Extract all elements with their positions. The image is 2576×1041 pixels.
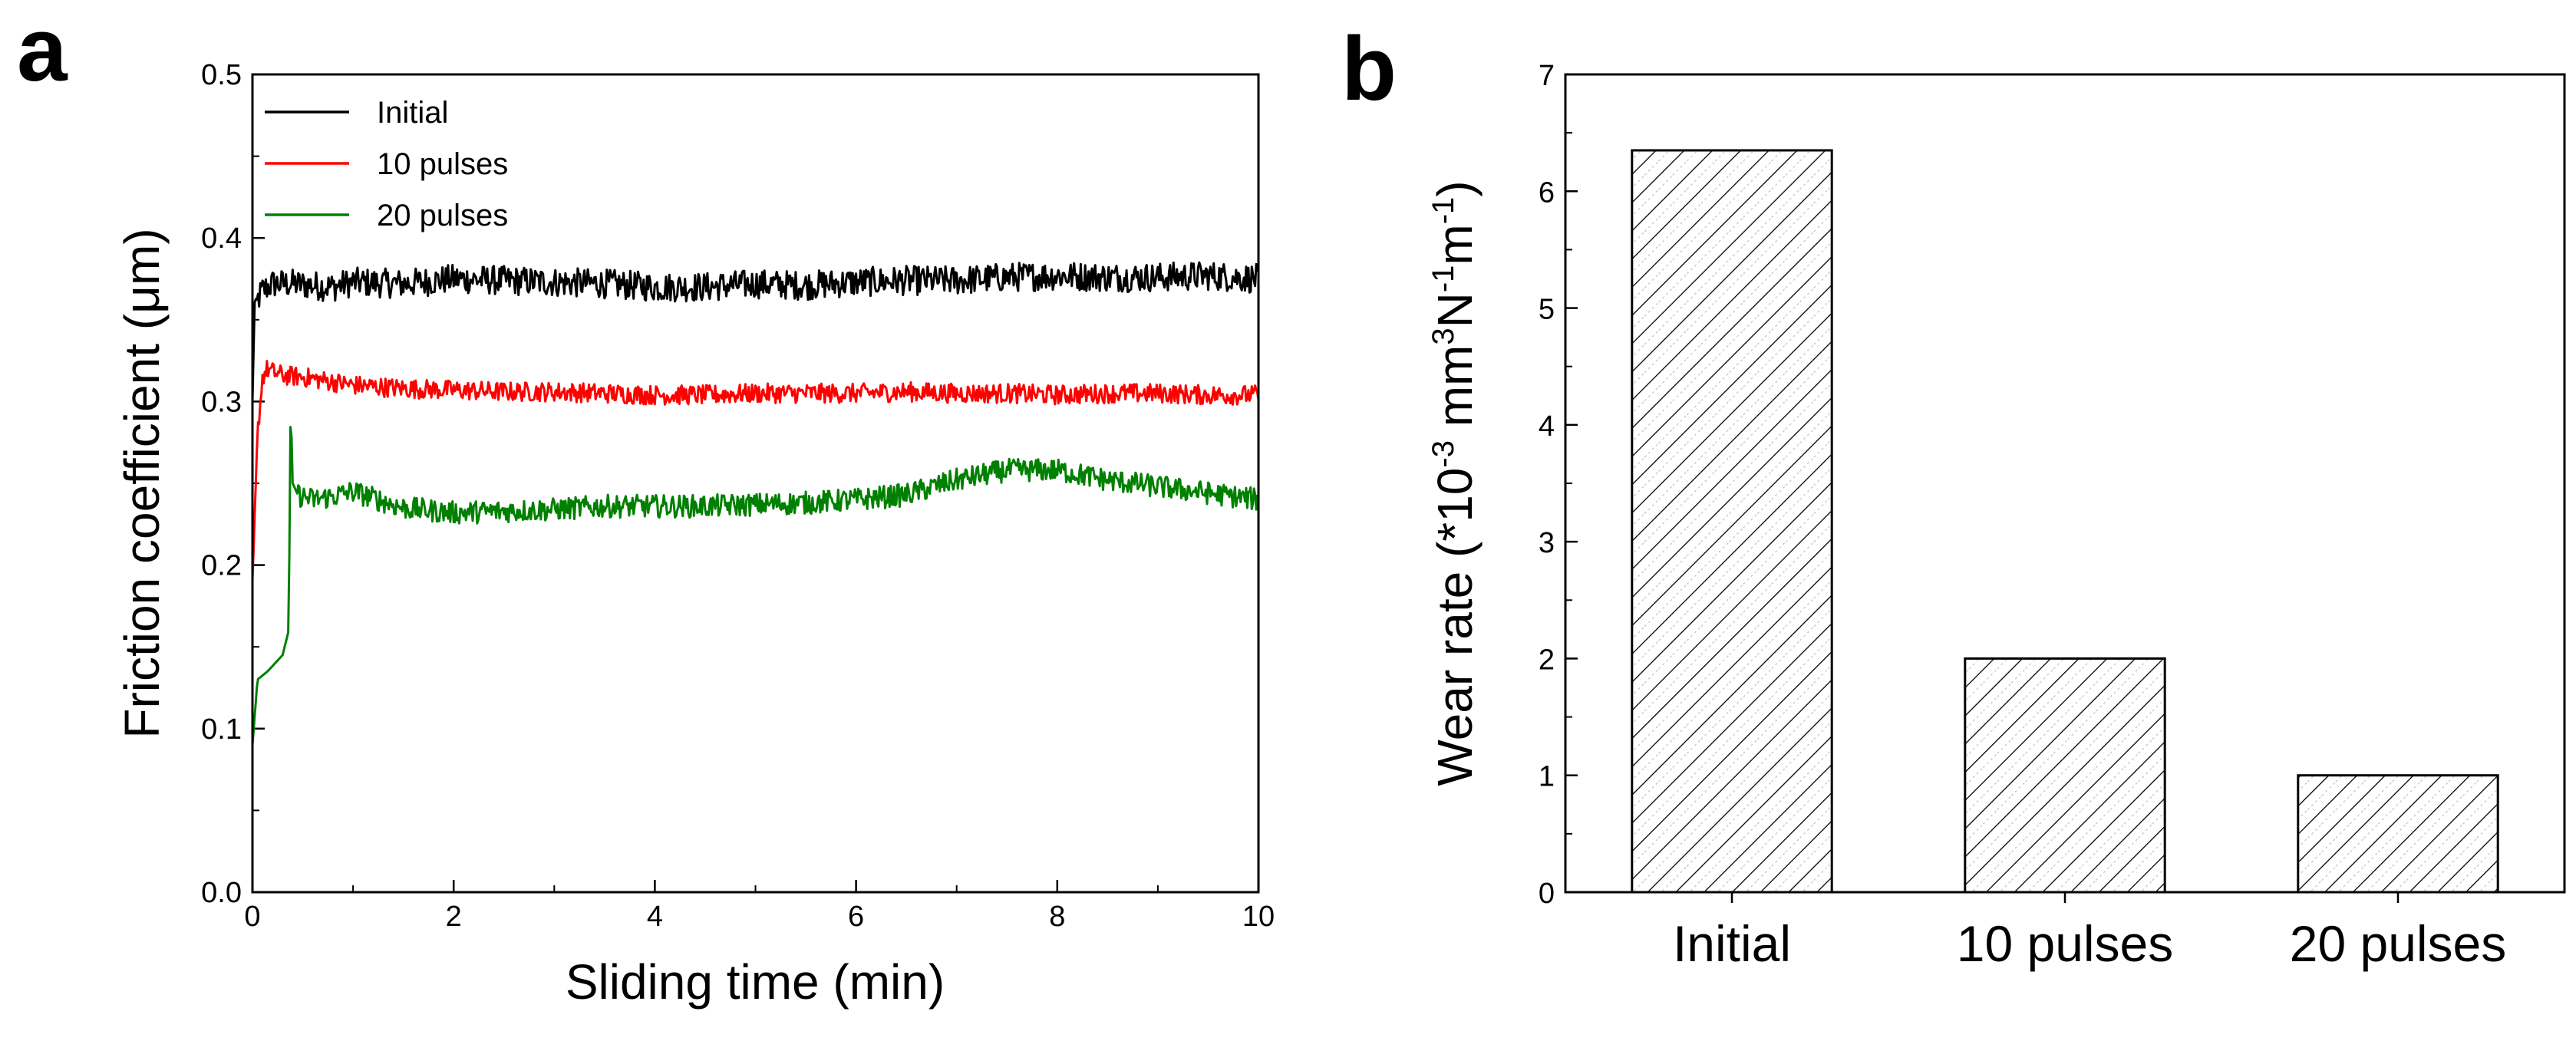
- wear-y-tick-label: 4: [1539, 410, 1555, 443]
- friction-y-tick-label: 0.0: [201, 877, 242, 909]
- bar-initial: [1631, 149, 1833, 894]
- wear-y-tick-label: 1: [1539, 761, 1555, 793]
- friction-x-tick-label: 4: [647, 901, 663, 933]
- panel-label-a: a: [17, 0, 68, 100]
- series-initial-line: [251, 261, 1260, 401]
- friction-chart: 0 2 4 6 8 10 0.0 0.1 0.2 0.3 0.4 0.5 Initial 10 puls…: [114, 59, 1275, 1010]
- friction-y-axis-title: Friction coefficient (μm): [114, 228, 170, 738]
- friction-x-tick-label: 8: [1049, 901, 1065, 933]
- bar-20-pulses: [2297, 774, 2499, 894]
- wear-y-tick-label: 0: [1539, 878, 1555, 910]
- wear-rate-bars: [1631, 149, 2499, 894]
- friction-y-tick-label: 0.5: [201, 59, 242, 91]
- legend-label-10-pulses: 10 pulses: [377, 147, 508, 181]
- wear-rate-y-axis-title: Wear rate (*10-3 mm3N-1m-1): [1427, 180, 1483, 786]
- friction-y-tick-label: 0.2: [201, 550, 242, 582]
- category-label-10-pulses: 10 pulses: [1957, 915, 2174, 972]
- friction-x-tick-label: 0: [244, 901, 260, 933]
- friction-x-axis-title: Sliding time (min): [566, 954, 945, 1010]
- category-label-initial: Initial: [1673, 915, 1791, 972]
- friction-chart-frame: [251, 73, 1260, 894]
- wear-y-tick-label: 7: [1539, 60, 1555, 92]
- series-20-pulses-line: [251, 426, 1260, 746]
- wear-rate-chart-ticks: 0 1 2 3 4 5 6 7: [1539, 60, 1578, 910]
- wear-y-tick-label: 2: [1539, 644, 1555, 676]
- friction-x-tick-label: 2: [446, 901, 462, 933]
- wear-rate-categories: Initial 10 pulses 20 pulses: [1673, 892, 2506, 972]
- panel-label-b: b: [1341, 18, 1397, 120]
- wear-rate-chart: 0 1 2 3 4 5 6 7 Initial 10 pulses 20 pulses Wear …: [1427, 60, 2566, 972]
- category-label-20-pulses: 20 pulses: [2290, 915, 2507, 972]
- wear-y-tick-label: 3: [1539, 527, 1555, 559]
- friction-y-tick-label: 0.1: [201, 713, 242, 746]
- friction-chart-series: [251, 261, 1260, 746]
- friction-legend: Initial 10 pulses 20 pulses: [265, 96, 508, 232]
- legend-label-20-pulses: 20 pulses: [377, 199, 508, 232]
- series-10-pulses-line: [251, 360, 1260, 580]
- wear-y-tick-label: 6: [1539, 176, 1555, 209]
- friction-y-tick-label: 0.3: [201, 386, 242, 418]
- friction-y-tick-label: 0.4: [201, 222, 242, 255]
- wear-y-tick-label: 5: [1539, 294, 1555, 326]
- friction-x-tick-label: 6: [848, 901, 864, 933]
- legend-label-initial: Initial: [377, 96, 448, 130]
- bar-10-pulses: [1964, 657, 2166, 894]
- friction-x-tick-label: 10: [1242, 901, 1275, 933]
